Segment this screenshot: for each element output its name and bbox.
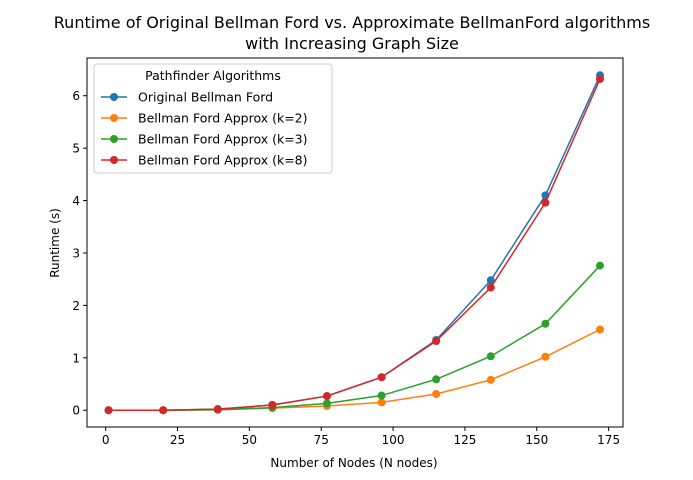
y-tick-label: 6 bbox=[72, 89, 80, 103]
data-point bbox=[486, 283, 495, 292]
legend: Pathfinder Algorithms Original Bellman F… bbox=[93, 63, 333, 174]
x-tick-label: 100 bbox=[382, 433, 405, 447]
data-point bbox=[486, 352, 495, 361]
data-point bbox=[486, 276, 495, 285]
x-axis-label: Number of Nodes (N nodes) bbox=[270, 456, 437, 470]
legend-entries: Original Bellman Ford Bellman Ford Approx… bbox=[101, 90, 308, 168]
data-point bbox=[377, 391, 386, 400]
series-4 bbox=[104, 74, 605, 415]
data-point bbox=[322, 392, 331, 401]
data-point bbox=[541, 319, 550, 328]
legend-label: Bellman Ford Approx (k=3) bbox=[138, 132, 308, 147]
series-line bbox=[108, 78, 601, 411]
y-tick-label: 0 bbox=[72, 404, 80, 418]
legend-box bbox=[93, 63, 333, 174]
y-tick-label: 3 bbox=[72, 246, 80, 260]
data-point bbox=[159, 406, 168, 415]
legend-label: Bellman Ford Approx (k=2) bbox=[138, 111, 308, 126]
data-point bbox=[377, 373, 386, 382]
data-point bbox=[541, 352, 550, 361]
legend-entry-2: Bellman Ford Approx (k=2) bbox=[101, 111, 308, 126]
x-tick-label: 175 bbox=[597, 433, 620, 447]
legend-entry-4: Bellman Ford Approx (k=8) bbox=[101, 153, 308, 168]
plot-area bbox=[86, 57, 624, 428]
plot-frame bbox=[86, 57, 624, 428]
legend-entry-1: Original Bellman Ford bbox=[101, 90, 273, 105]
x-tick-label: 125 bbox=[453, 433, 476, 447]
x-tick-label: 75 bbox=[314, 433, 329, 447]
data-point bbox=[104, 406, 113, 415]
data-point bbox=[268, 400, 277, 409]
legend-label: Bellman Ford Approx (k=8) bbox=[138, 153, 308, 168]
y-tick-label: 4 bbox=[72, 194, 80, 208]
y-axis-ticks: 0 1 2 3 4 5 6 bbox=[72, 89, 87, 418]
data-point bbox=[432, 337, 441, 346]
y-tick-label: 1 bbox=[72, 351, 80, 365]
legend-label: Original Bellman Ford bbox=[138, 90, 273, 105]
legend-swatch-marker bbox=[110, 114, 118, 122]
y-tick-label: 2 bbox=[72, 299, 80, 313]
x-tick-label: 150 bbox=[525, 433, 548, 447]
chart-title-line-2: with Increasing Graph Size bbox=[245, 34, 459, 53]
data-point bbox=[432, 389, 441, 398]
x-tick-label: 25 bbox=[170, 433, 185, 447]
legend-swatch-marker bbox=[110, 135, 118, 143]
x-tick-label: 0 bbox=[102, 433, 110, 447]
data-point bbox=[541, 198, 550, 207]
series-2 bbox=[104, 325, 605, 415]
data-point bbox=[596, 325, 605, 334]
x-axis-ticks: 0 25 50 75 100 125 150 175 bbox=[102, 427, 620, 447]
x-tick-label: 50 bbox=[242, 433, 257, 447]
legend-swatch-marker bbox=[110, 93, 118, 101]
legend-swatch-marker bbox=[110, 156, 118, 164]
data-point bbox=[432, 375, 441, 384]
y-tick-label: 5 bbox=[72, 142, 80, 156]
data-point bbox=[596, 74, 605, 83]
y-axis-label: Runtime (s) bbox=[48, 208, 62, 278]
data-point bbox=[322, 399, 331, 408]
data-point bbox=[377, 398, 386, 407]
data-point bbox=[596, 261, 605, 270]
series-3 bbox=[104, 261, 605, 415]
data-point bbox=[213, 405, 222, 414]
legend-title: Pathfinder Algorithms bbox=[145, 68, 281, 83]
series-line bbox=[108, 265, 601, 411]
data-point bbox=[486, 375, 495, 384]
legend-entry-3: Bellman Ford Approx (k=3) bbox=[101, 132, 308, 147]
series-layer bbox=[104, 71, 605, 415]
chart-title-line-1: Runtime of Original Bellman Ford vs. App… bbox=[54, 13, 650, 32]
series-line bbox=[108, 328, 601, 411]
